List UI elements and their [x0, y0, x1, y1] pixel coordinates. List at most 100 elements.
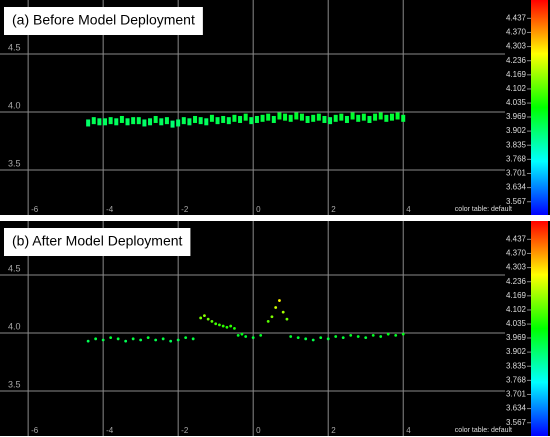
- point: [116, 337, 120, 341]
- y-tick-label: 4.0: [8, 321, 21, 331]
- colorbar-tick-label: 3.701: [506, 390, 527, 399]
- point: [244, 335, 248, 338]
- title-box: [4, 7, 203, 35]
- colorbar-tick-label: 3.902: [506, 126, 527, 135]
- point: [251, 336, 255, 340]
- colorbar-tick-label: 3.835: [506, 140, 527, 149]
- point: [114, 118, 119, 126]
- point: [344, 115, 349, 123]
- point: [294, 112, 299, 120]
- point: [274, 306, 278, 309]
- colorbar-tick-label: 4.169: [506, 70, 527, 79]
- colorbar: [531, 0, 548, 215]
- point: [361, 113, 366, 121]
- point: [304, 337, 308, 341]
- point: [281, 310, 285, 314]
- point: [249, 117, 254, 125]
- colorbar-tick-label: 3.835: [506, 361, 527, 370]
- point: [373, 113, 378, 121]
- point: [288, 114, 293, 122]
- chart-panel: -6 -4 -2 0 2 4 3.5 4.0 4.5 4.437 4.370 4.303 4.236 4.…: [0, 221, 550, 436]
- point: [101, 338, 105, 342]
- colorbar-tick-label: 4.035: [506, 319, 527, 328]
- x-tick-label: 4: [406, 426, 411, 435]
- x-tick-label: -6: [31, 205, 39, 214]
- x-tick-label: -2: [181, 426, 189, 435]
- point: [240, 332, 244, 336]
- x-tick-label: 2: [331, 205, 336, 214]
- x-tick-label: -4: [106, 205, 114, 214]
- point: [285, 317, 289, 321]
- colorbar-tick-label: 3.634: [506, 404, 527, 413]
- colorbar-tick-label: 4.303: [506, 263, 527, 272]
- point: [153, 115, 158, 123]
- x-tick-label: -6: [31, 426, 39, 435]
- point: [181, 117, 186, 125]
- colorbar-tick-label: 3.768: [506, 375, 527, 384]
- colorbar-tick-label: 4.102: [506, 84, 527, 93]
- point: [326, 337, 330, 341]
- point: [94, 337, 98, 341]
- point: [254, 115, 259, 123]
- point: [356, 335, 360, 338]
- point: [233, 326, 236, 330]
- x-tick-label: -4: [106, 426, 114, 435]
- point: [125, 118, 130, 126]
- point: [341, 336, 345, 340]
- x-tick-label: -2: [181, 205, 189, 214]
- point: [333, 114, 338, 122]
- point: [214, 322, 218, 326]
- colorbar-tick-label: 3.902: [506, 347, 527, 356]
- colorbar-label: color table: default: [455, 427, 512, 434]
- point: [278, 299, 281, 302]
- colorbar-tick-label: 4.035: [506, 98, 527, 107]
- point: [266, 113, 271, 121]
- colorbar-tick-label: 4.303: [506, 42, 527, 51]
- plot-background: [0, 221, 550, 436]
- colorbar-tick-label: 4.437: [506, 13, 527, 22]
- point: [225, 325, 229, 329]
- colorbar-tick-label: 3.701: [506, 169, 527, 178]
- point: [154, 338, 158, 342]
- point: [334, 335, 338, 338]
- point: [322, 115, 327, 123]
- colorbar-tick-label: 4.370: [506, 249, 527, 258]
- point: [97, 118, 102, 126]
- colorbar-tick-label: 3.768: [506, 154, 527, 163]
- point: [350, 112, 355, 120]
- chart-panel: -6 -4 -2 0 2 4 3.5 4.0 4.5 4.437 4.370 4.303 4.236 4.…: [0, 0, 550, 215]
- point: [270, 315, 274, 319]
- point: [243, 113, 248, 121]
- colorbar-tick-label: 4.102: [506, 305, 527, 314]
- point: [238, 115, 243, 123]
- colorbar-tick-label: 3.567: [506, 197, 527, 206]
- point: [384, 114, 389, 122]
- point: [159, 118, 164, 126]
- point: [119, 115, 124, 123]
- x-tick-label: 0: [256, 205, 261, 214]
- point: [395, 112, 400, 120]
- point: [139, 338, 143, 342]
- point: [131, 337, 135, 341]
- point: [283, 113, 288, 121]
- colorbar-tick-label: 3.969: [506, 333, 527, 342]
- point: [266, 320, 270, 323]
- point: [401, 114, 406, 122]
- colorbar-tick-label: 3.567: [506, 418, 527, 427]
- point: [401, 332, 405, 336]
- point: [236, 333, 240, 337]
- point: [204, 118, 209, 126]
- point: [215, 117, 220, 125]
- point: [176, 119, 181, 127]
- point: [198, 117, 203, 125]
- point: [221, 324, 225, 328]
- colorbar-tick-label: 4.437: [506, 234, 527, 243]
- colorbar-label: color table: default: [455, 206, 512, 213]
- point: [199, 316, 203, 320]
- point: [277, 112, 282, 120]
- point: [289, 335, 293, 338]
- point: [389, 113, 394, 121]
- point: [364, 336, 368, 340]
- colorbar-tick-label: 4.370: [506, 28, 527, 37]
